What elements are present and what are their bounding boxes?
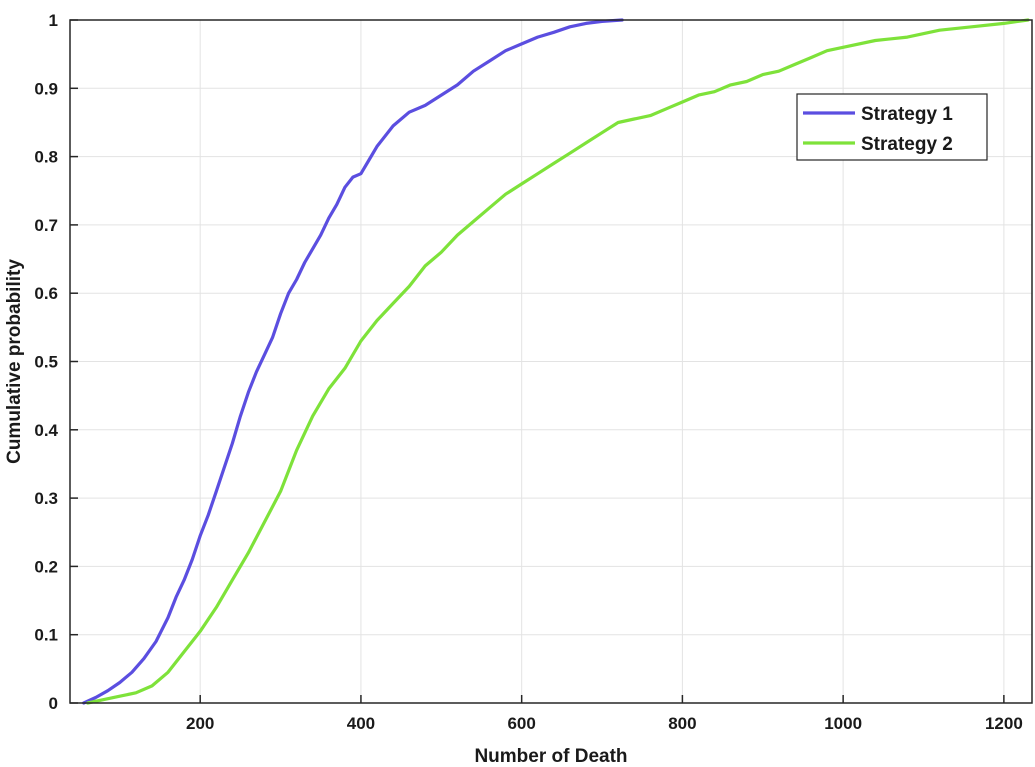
x-tick-label: 600 [507, 714, 535, 733]
y-tick-label: 0.1 [34, 626, 58, 645]
y-tick-label: 0.9 [34, 79, 58, 98]
y-tick-label: 0.8 [34, 148, 58, 167]
plot-lines [82, 18, 1030, 705]
y-tick-label: 0.2 [34, 557, 58, 576]
legend-box [796, 93, 988, 161]
y-tick-label: 0.7 [34, 216, 58, 235]
y-tick-label: 1 [49, 11, 58, 30]
y-tick-label: 0.6 [34, 284, 58, 303]
y-tick-label: 0 [49, 694, 58, 713]
legend-label-strategy-2: Strategy 2 [861, 134, 953, 155]
legend: Strategy 1 Strategy 2 [796, 93, 988, 161]
y-tick-label: 0.3 [34, 489, 58, 508]
series-line-strategy-2 [86, 18, 1030, 705]
x-tick-label: 800 [668, 714, 696, 733]
x-tick-label: 1000 [824, 714, 862, 733]
x-tick-label: 400 [347, 714, 375, 733]
series-line-strategy-1 [82, 18, 624, 705]
axis-ticks: 200 400 600 800 1000 1200 0 0.1 0.2 0.3 0.4 0.5 0.6 0… [34, 11, 1022, 733]
x-tick-label: 1200 [985, 714, 1023, 733]
x-tick-label: 200 [186, 714, 214, 733]
x-axis-title: Number of Death [474, 746, 627, 767]
y-tick-label: 0.4 [34, 421, 58, 440]
legend-label-strategy-1: Strategy 1 [861, 104, 953, 125]
y-tick-label: 0.5 [34, 353, 58, 372]
y-axis-title: Cumulative probability [4, 259, 25, 464]
